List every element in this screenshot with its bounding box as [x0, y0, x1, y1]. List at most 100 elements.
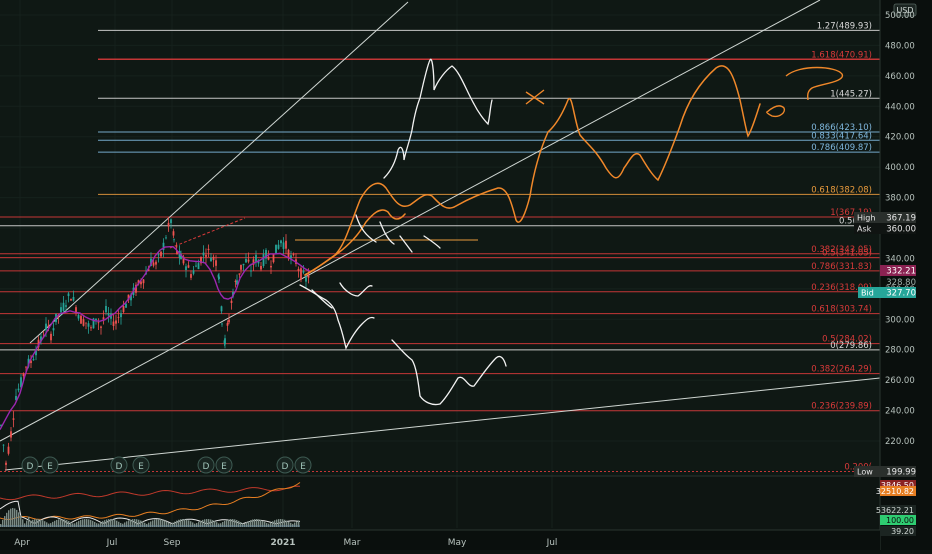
- white-drawing-0: [383, 58, 493, 179]
- volume-bar: [208, 519, 210, 527]
- ask-price-tag-label: Ask: [857, 225, 872, 234]
- volume-bar: [130, 519, 132, 527]
- candle-body: [62, 302, 65, 311]
- volume-bar: [158, 519, 160, 527]
- candle-body: [287, 249, 290, 259]
- hand-drawings[interactable]: [299, 58, 843, 406]
- fib-label-17: 0.236(239.89): [811, 402, 872, 412]
- volume-bar: [184, 519, 186, 527]
- indicator-pane: [0, 475, 880, 527]
- price-tick-3: 440.00: [885, 102, 915, 112]
- indicator-value-text: 53622.21: [876, 506, 914, 515]
- volume-bar: [44, 521, 46, 527]
- candle-body: [107, 313, 110, 316]
- currency-label: USD: [896, 6, 913, 15]
- price-tick-8: 340.00: [885, 254, 915, 264]
- event-marker-d-0[interactable]: D: [21, 456, 39, 474]
- event-marker-circle: [21, 456, 39, 474]
- event-marker-e-5[interactable]: E: [215, 456, 233, 474]
- candles: [0, 216, 310, 471]
- candle-body: [80, 315, 82, 324]
- volume-bar: [26, 520, 28, 527]
- candle-body: [242, 263, 245, 266]
- time-tick-0: Apr: [14, 538, 30, 548]
- candle-body: [218, 276, 220, 280]
- event-marker-d-4[interactable]: D: [197, 456, 215, 474]
- event-marker-e-3[interactable]: E: [132, 456, 150, 474]
- candle-body: [10, 431, 12, 438]
- low-price-tag: Low 199.99: [854, 466, 916, 478]
- candle-body: [302, 270, 305, 273]
- event-marker-d-2[interactable]: D: [110, 456, 128, 474]
- volume-bar: [176, 520, 178, 527]
- candle-body: [17, 388, 20, 391]
- volume-bar: [210, 519, 212, 527]
- price-tick-6: 380.00: [885, 194, 915, 204]
- volume-bar: [246, 522, 248, 527]
- volume-bar: [170, 523, 172, 527]
- bid-price-tag-value: 327.70: [886, 289, 916, 299]
- candle-body: [300, 268, 302, 280]
- candle-body: [77, 314, 80, 319]
- bid-price-tag: Bid 327.70: [858, 287, 916, 299]
- candle-body: [265, 249, 267, 259]
- time-axis-bg: [0, 530, 880, 550]
- event-marker-d-6[interactable]: D: [276, 456, 294, 474]
- volume-bar: [52, 521, 54, 527]
- indicator-value-text: 32510.82: [876, 487, 914, 496]
- white-drawing-4: [355, 214, 413, 253]
- candle-body: [228, 319, 230, 323]
- candle-body: [195, 265, 197, 267]
- volume-bar: [282, 519, 284, 527]
- candle-body: [297, 268, 300, 271]
- candle-body: [275, 244, 277, 254]
- fib-label-5: 0.786(409.87): [811, 143, 872, 153]
- event-marker-circle: [276, 456, 294, 474]
- trend-lines[interactable]: [0, 0, 881, 471]
- candle-body: [238, 273, 241, 275]
- fib-label-12: 0.236(318.09): [811, 283, 872, 293]
- ask-price-tag-bg: [854, 223, 916, 234]
- candle-body: [282, 242, 285, 249]
- volume-bar: [264, 521, 266, 527]
- volume-bar: [224, 520, 226, 527]
- volume-bar: [166, 521, 168, 527]
- volume-bar: [296, 521, 298, 527]
- price-tick-0: 500.00: [885, 11, 915, 21]
- volume-bar: [138, 519, 140, 527]
- indicator-value-text: 100.00: [886, 516, 914, 525]
- volume-bar: [294, 522, 296, 527]
- volume-bar: [4, 516, 6, 527]
- candle-body: [112, 321, 115, 326]
- event-marker-circle: [294, 456, 312, 474]
- candle-body: [120, 313, 122, 318]
- volume-bar: [128, 520, 130, 527]
- candle-body: [130, 294, 132, 301]
- indicator-value-bg: [880, 526, 916, 536]
- candle-body: [157, 254, 160, 256]
- volume-bar: [154, 519, 156, 527]
- time-axis[interactable]: Apr Jul Sep 2021 Mar May Jul: [0, 529, 880, 550]
- orange-question-mark: [785, 66, 843, 101]
- volume-bar: [188, 520, 190, 527]
- volume-bar: [174, 521, 176, 527]
- candle-body: [140, 281, 142, 285]
- volume-bar: [136, 519, 138, 527]
- candle-body: [95, 318, 97, 321]
- indicator-value-text: 39.20: [891, 527, 914, 536]
- event-marker-e-7[interactable]: E: [294, 456, 312, 474]
- middle-trend-line: [0, 0, 821, 442]
- candle-body: [87, 323, 90, 327]
- candle-body: [142, 279, 145, 284]
- event-marker-e-1[interactable]: E: [41, 456, 59, 474]
- bid-price-tag-bg: [858, 287, 916, 298]
- candle-body: [277, 244, 280, 249]
- candle-body: [160, 251, 162, 257]
- price-tick-2: 460.00: [885, 72, 915, 82]
- volume-bar: [244, 523, 246, 527]
- volume-bar: [240, 522, 242, 527]
- volume-bar: [252, 519, 254, 527]
- candle-body: [15, 396, 17, 400]
